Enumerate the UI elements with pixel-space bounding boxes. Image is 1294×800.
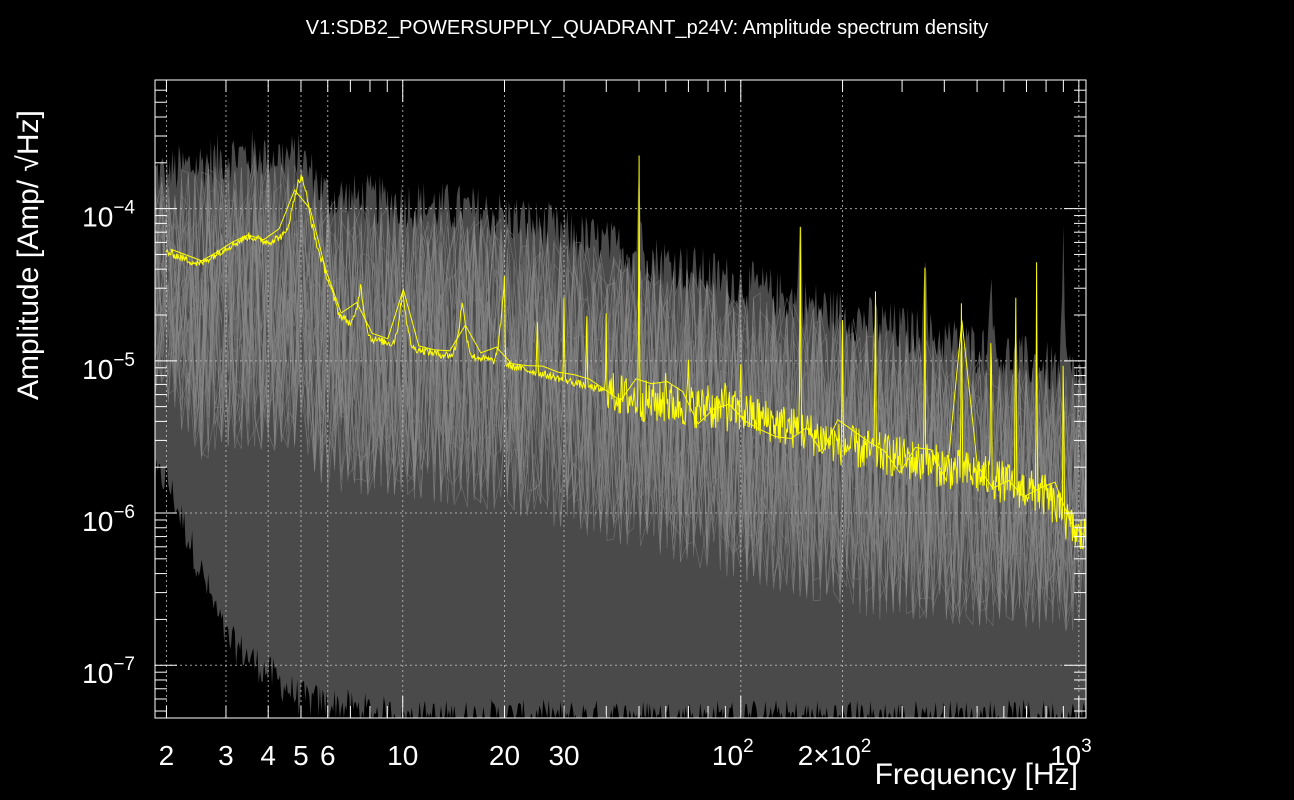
reference-trace xyxy=(154,172,1087,631)
y-axis-label: Amplitude [Amp/ √Hz] xyxy=(12,110,45,400)
axis-ticks xyxy=(155,79,1086,718)
x-tick-label-exponent: 3 xyxy=(1081,736,1092,757)
x-tick-label-exponent: 2 xyxy=(743,736,754,757)
x-tick-labels: 2 3 4 5 6 10 20 30 102 2×102 103 xyxy=(159,736,1092,771)
reference-trace xyxy=(154,178,1087,616)
series-line xyxy=(170,189,1087,538)
series-line xyxy=(166,155,1087,550)
x-tick-label: 4 xyxy=(260,740,276,771)
plot-frame xyxy=(154,79,1087,719)
x-tick-label: 10 xyxy=(387,740,418,771)
x-tick-label: 5 xyxy=(293,740,309,771)
x-tick-label: 30 xyxy=(548,740,579,771)
reference-trace xyxy=(154,175,1087,625)
x-axis-label: Frequency [Hz] xyxy=(875,758,1078,791)
y-tick-label: 10−5 xyxy=(82,350,135,385)
y-tick-label-exponent: −6 xyxy=(113,502,135,523)
reference-trace xyxy=(154,172,1087,620)
y-tick-labels: 10−710−610−510−4 xyxy=(82,198,135,690)
y-tick-label-exponent: −4 xyxy=(113,198,135,219)
chart-title: V1:SDB2_POWERSUPPLY_QUADRANT_p24V: Ampli… xyxy=(306,17,989,39)
x-tick-label: 20 xyxy=(489,740,520,771)
reference-trace xyxy=(154,182,1087,621)
reference-trace xyxy=(154,158,1087,604)
x-tick-label: 2×102 xyxy=(798,736,872,771)
y-tick-label-exponent: −5 xyxy=(113,350,135,371)
reference-trace xyxy=(154,171,1087,614)
series xyxy=(166,155,1087,550)
x-tick-label: 6 xyxy=(320,740,336,771)
y-tick-label-exponent: −7 xyxy=(113,654,135,675)
x-tick-label: 3 xyxy=(218,740,234,771)
x-tick-label: 2 xyxy=(159,740,175,771)
x-tick-label-exponent: 2 xyxy=(861,736,872,757)
grid xyxy=(155,80,1086,718)
